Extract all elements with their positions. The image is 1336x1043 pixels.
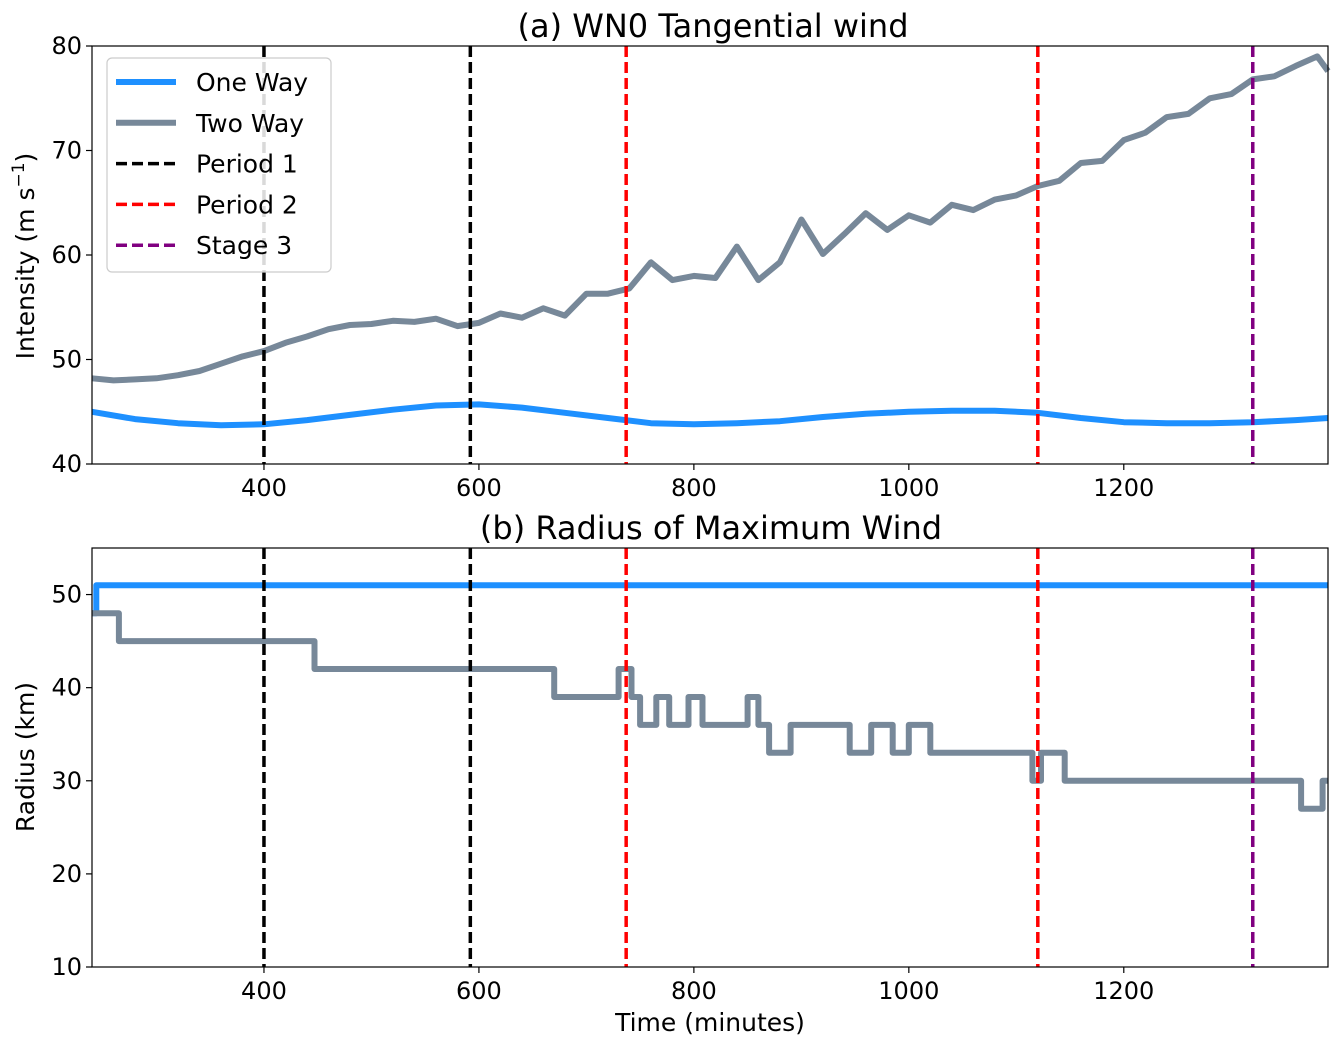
series-line-a-one-way (91, 401, 1329, 429)
legend-label: Two Way (195, 109, 304, 138)
y-tick-label: 40 (51, 450, 82, 478)
y-tick-label: 70 (51, 137, 82, 165)
x-tick-label: 1200 (1093, 977, 1154, 1005)
x-tick-label: 1200 (1093, 474, 1154, 502)
panel-b-y-ticks: 10 20 30 40 50 (51, 581, 92, 981)
y-tick-label: 60 (51, 241, 82, 269)
legend-box (106, 57, 332, 273)
y-tick-label: 50 (51, 346, 82, 374)
x-tick-label: 1000 (878, 474, 939, 502)
x-tick-label: 600 (456, 474, 502, 502)
y-tick-label: 50 (51, 581, 82, 609)
y-tick-label: 20 (51, 860, 82, 888)
legend: One Way Two Way Period 1 Period 2 Stage 3 (106, 57, 332, 273)
legend-label: Period 1 (196, 150, 298, 179)
panel-a-title: (a) WN0 Tangential wind (517, 7, 908, 45)
legend-label: Stage 3 (196, 231, 292, 260)
x-tick-label: 800 (671, 474, 717, 502)
panel-b-title: (b) Radius of Maximum Wind (480, 509, 942, 547)
panel-a-y-axis-label: Intensity (m s−1) (9, 153, 40, 360)
series-line-a-two-way (91, 53, 1331, 384)
y-tick-label: 30 (51, 767, 82, 795)
panel-b-plot-area (92, 548, 1328, 967)
panel-b-radius: (b) Radius of Maximum Wind 400 600 800 1000… (11, 509, 1329, 1037)
panel-b-x-axis-label: Time (minutes) (614, 1008, 805, 1037)
panel-b-y-axis-label: Radius (km) (11, 682, 40, 832)
y-tick-label: 80 (51, 32, 82, 60)
series-line-b-two-way (92, 610, 1328, 812)
panel-a-intensity: (a) WN0 Tangential wind 400 600 800 1000 120… (9, 7, 1331, 502)
panel-a-x-ticks: 400 600 800 1000 1200 (241, 464, 1154, 502)
x-tick-label: 800 (671, 977, 717, 1005)
y-tick-label: 40 (51, 674, 82, 702)
legend-label: Period 2 (196, 190, 298, 219)
x-tick-label: 600 (456, 977, 502, 1005)
x-tick-label: 1000 (878, 977, 939, 1005)
legend-label: One Way (196, 68, 308, 97)
y-tick-label: 10 (51, 953, 82, 981)
panel-b-axes-frame (91, 547, 1329, 968)
x-tick-label: 400 (241, 977, 287, 1005)
x-tick-label: 400 (241, 474, 287, 502)
series-line-b-one-way (92, 582, 1328, 617)
panel-a-y-ticks: 40 50 60 70 80 (51, 32, 92, 478)
panel-b-x-ticks: 400 600 800 1000 1200 (241, 967, 1154, 1005)
